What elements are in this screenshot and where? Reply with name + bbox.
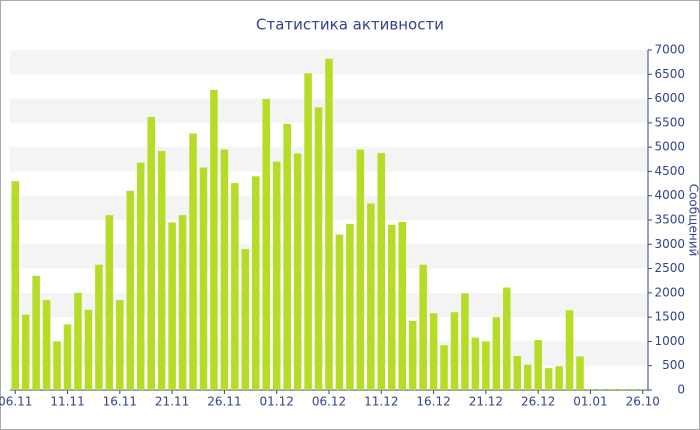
- bar: [607, 389, 616, 390]
- bar: [252, 176, 260, 390]
- bar: [346, 223, 354, 390]
- bar: [429, 313, 438, 390]
- bar: [178, 215, 187, 390]
- y-tick-label: 4000: [654, 188, 685, 202]
- bar: [231, 183, 239, 390]
- x-tick-label: 11.12: [364, 395, 398, 409]
- bar: [398, 221, 406, 390]
- bar: [523, 364, 532, 390]
- x-tick-label: 06.11: [0, 395, 32, 409]
- bar: [210, 89, 218, 390]
- bar: [377, 152, 386, 390]
- bar: [283, 123, 291, 390]
- bar: [272, 161, 281, 390]
- bar: [461, 293, 469, 390]
- y-tick-label: 1000: [654, 334, 685, 348]
- bar: [356, 149, 365, 390]
- x-tick-label: 01.12: [260, 395, 294, 409]
- bar: [95, 264, 103, 390]
- bar: [544, 368, 553, 390]
- bar: [304, 73, 312, 391]
- bar: [335, 234, 344, 390]
- x-tick-label: 26.11: [207, 395, 241, 409]
- y-tick-label: 3500: [654, 213, 685, 227]
- y-tick-label: 4500: [654, 164, 685, 178]
- bar: [440, 345, 448, 390]
- bar: [618, 389, 626, 390]
- bar: [21, 314, 30, 390]
- x-tick-label: 06.12: [312, 395, 346, 409]
- bar: [492, 317, 501, 390]
- y-tick-label: 7000: [654, 43, 685, 57]
- bar: [586, 389, 595, 390]
- bar: [42, 300, 51, 390]
- y-tick-label: 6500: [654, 67, 685, 81]
- bar: [105, 215, 114, 390]
- bar: [11, 181, 19, 390]
- bar: [419, 264, 427, 390]
- x-tick-label: 16.11: [103, 395, 137, 409]
- bar: [576, 356, 584, 390]
- bar: [628, 389, 637, 390]
- bar: [136, 162, 145, 390]
- bar: [482, 341, 490, 390]
- y-axis-label: Сообщений: [687, 184, 700, 257]
- bar: [597, 389, 605, 390]
- bar: [147, 117, 155, 391]
- x-tick-label: 26.12: [521, 395, 555, 409]
- bar: [534, 339, 542, 390]
- y-tick-label: 3000: [654, 237, 685, 251]
- bar: [325, 58, 333, 390]
- bar: [168, 222, 176, 390]
- bar: [241, 249, 250, 390]
- y-tick-label: 5500: [654, 115, 685, 129]
- bar: [262, 99, 271, 391]
- x-tick-label: 01.01: [573, 395, 607, 409]
- bar: [450, 312, 459, 390]
- x-tick-label: 21.12: [469, 395, 503, 409]
- y-tick-label: 5000: [654, 140, 685, 154]
- chart-title: Статистика активности: [256, 16, 444, 34]
- bar: [503, 287, 511, 390]
- bar: [314, 107, 323, 391]
- y-tick-label: 6000: [654, 91, 685, 105]
- bar: [387, 224, 396, 390]
- bar: [63, 324, 72, 390]
- bar: [116, 300, 124, 390]
- x-tick-label: 16.12: [416, 395, 450, 409]
- bar: [408, 321, 417, 390]
- bar: [220, 149, 229, 390]
- bar: [471, 337, 480, 390]
- bar: [367, 203, 375, 390]
- x-tick-label: 26.10: [626, 395, 660, 409]
- bar: [74, 292, 82, 390]
- y-tick-label: 500: [662, 358, 685, 372]
- bar: [32, 275, 40, 390]
- bar: [126, 190, 135, 390]
- bar: [84, 309, 93, 390]
- bar: [555, 366, 563, 390]
- bar: [639, 389, 647, 390]
- bar: [293, 153, 302, 390]
- bar: [513, 356, 522, 390]
- y-tick-label: 2500: [654, 261, 685, 275]
- bar: [157, 151, 166, 390]
- bar: [565, 310, 574, 390]
- bar: [189, 133, 197, 391]
- bar: [53, 341, 61, 390]
- x-tick-label: 21.11: [155, 395, 189, 409]
- y-tick-label: 0: [677, 383, 685, 397]
- y-tick-label: 1500: [654, 310, 685, 324]
- x-tick-label: 11.11: [50, 395, 84, 409]
- bar: [199, 167, 208, 390]
- y-tick-label: 2000: [654, 285, 685, 299]
